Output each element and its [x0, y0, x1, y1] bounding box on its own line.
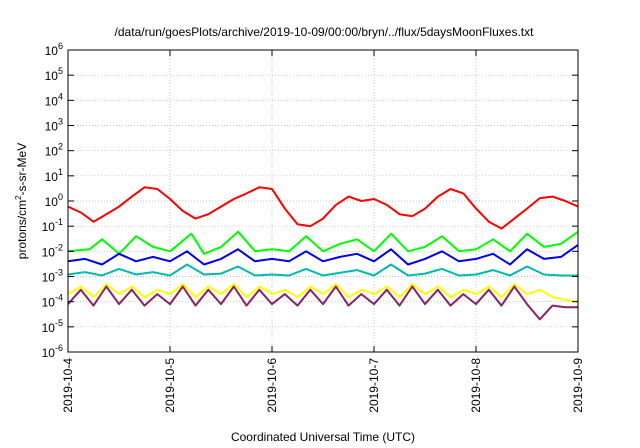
series-line	[67, 244, 579, 266]
series-line	[67, 283, 579, 303]
x-tick-label: 2019-10-6	[265, 358, 279, 413]
x-tick-label: 2019-10-8	[469, 358, 483, 413]
y-tick-label: 106	[45, 41, 63, 58]
y-tick-label: 105	[45, 66, 63, 83]
x-tick-label: 2019-10-4	[61, 358, 75, 413]
y-tick-label: 101	[45, 167, 63, 184]
x-axis-ticks: 2019-10-4 2019-10-5 2019-10-6 2019-10-7 2019…	[61, 50, 585, 413]
series-line	[67, 263, 578, 277]
series-line	[67, 186, 579, 230]
chart-title: /data/run/goesPlots/archive/2019-10-09/0…	[115, 25, 535, 39]
x-axis-label: Coordinated Universal Time (UTC)	[231, 430, 415, 444]
y-tick-label: 10-6	[42, 343, 63, 360]
data-series	[67, 186, 579, 321]
y-tick-label: 10-5	[42, 318, 63, 335]
series-line	[67, 285, 578, 321]
x-tick-label: 2019-10-5	[163, 358, 177, 413]
grid	[68, 50, 578, 352]
x-tick-label: 2019-10-7	[367, 358, 381, 413]
y-tick-label: 103	[45, 117, 63, 134]
y-tick-label: 10-3	[42, 268, 63, 285]
series-line	[67, 230, 579, 255]
y-tick-label: 100	[45, 192, 63, 209]
y-axis-label: protons/cm2-s-sr-MeV	[14, 143, 29, 259]
y-tick-label: 10-4	[42, 293, 63, 310]
y-tick-label: 102	[45, 142, 63, 159]
y-tick-label: 104	[45, 91, 63, 108]
x-tick-label: 2019-10-9	[571, 358, 585, 413]
y-axis-ticks: 10-6 10-5 10-4 10-3 10-2 10-1 100 101 102 103 104 1…	[42, 41, 578, 360]
y-tick-label: 10-2	[42, 242, 63, 259]
y-tick-label: 10-1	[42, 217, 63, 234]
